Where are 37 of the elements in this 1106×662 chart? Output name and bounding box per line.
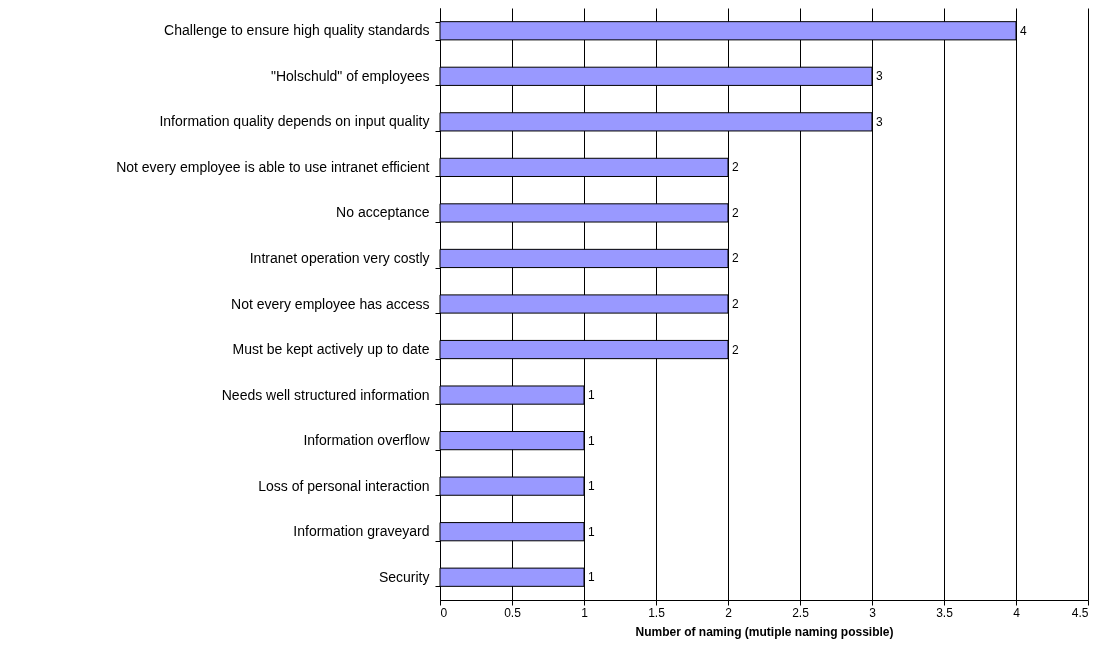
x-tick-label: 1.5 xyxy=(648,605,666,620)
data-label: 4 xyxy=(1020,23,1027,38)
y-tick-label: Challenge to ensure high quality standards xyxy=(164,22,430,39)
data-label: 2 xyxy=(732,297,739,311)
x-tick-label: 2.5 xyxy=(792,605,810,620)
x-tick-label: 3.5 xyxy=(936,605,954,620)
data-label: 2 xyxy=(732,342,739,357)
x-tick-label: 4 xyxy=(1013,605,1021,620)
y-tick-label: Information overflow xyxy=(303,432,431,449)
x-tick-label: 0.5 xyxy=(504,605,522,620)
y-tick-label: Not every employee has access xyxy=(231,295,430,312)
x-axis-title: Number of naming (mutiple naming possible) xyxy=(635,624,894,639)
y-tick-label: Needs well structured information xyxy=(221,386,430,403)
data-label: 2 xyxy=(732,205,739,220)
x-tick-label: 0 xyxy=(440,605,448,620)
data-label: 3 xyxy=(876,114,883,129)
data-label: 2 xyxy=(732,160,739,175)
x-tick-label: 2 xyxy=(725,605,733,620)
data-label: 1 xyxy=(588,433,595,448)
y-tick-label: Information quality depends on input quality xyxy=(159,113,430,130)
y-tick-label: Intranet operation very costly xyxy=(249,249,430,266)
y-tick-label: Security xyxy=(378,568,430,585)
data-label: 1 xyxy=(588,479,595,494)
y-tick-label: "Holschuld" of employees xyxy=(270,67,430,84)
data-label: 2 xyxy=(732,251,739,266)
x-tick-label: 4.5 xyxy=(1071,605,1089,620)
y-tick-label: Not every employee is able to use intranet efficient xyxy=(116,158,430,175)
y-tick-label: Information graveyard xyxy=(293,523,430,540)
y-tick-label: No acceptance xyxy=(336,204,430,221)
x-tick-label: 3 xyxy=(869,605,877,620)
data-label: 3 xyxy=(876,69,883,84)
y-tick-label: Must be kept actively up to date xyxy=(232,341,430,358)
data-label: 1 xyxy=(588,524,595,539)
data-label: 1 xyxy=(588,388,595,403)
x-tick-label: 1 xyxy=(581,605,589,620)
data-label: 1 xyxy=(588,570,595,585)
y-tick-label: Loss of personal interaction xyxy=(258,477,430,494)
